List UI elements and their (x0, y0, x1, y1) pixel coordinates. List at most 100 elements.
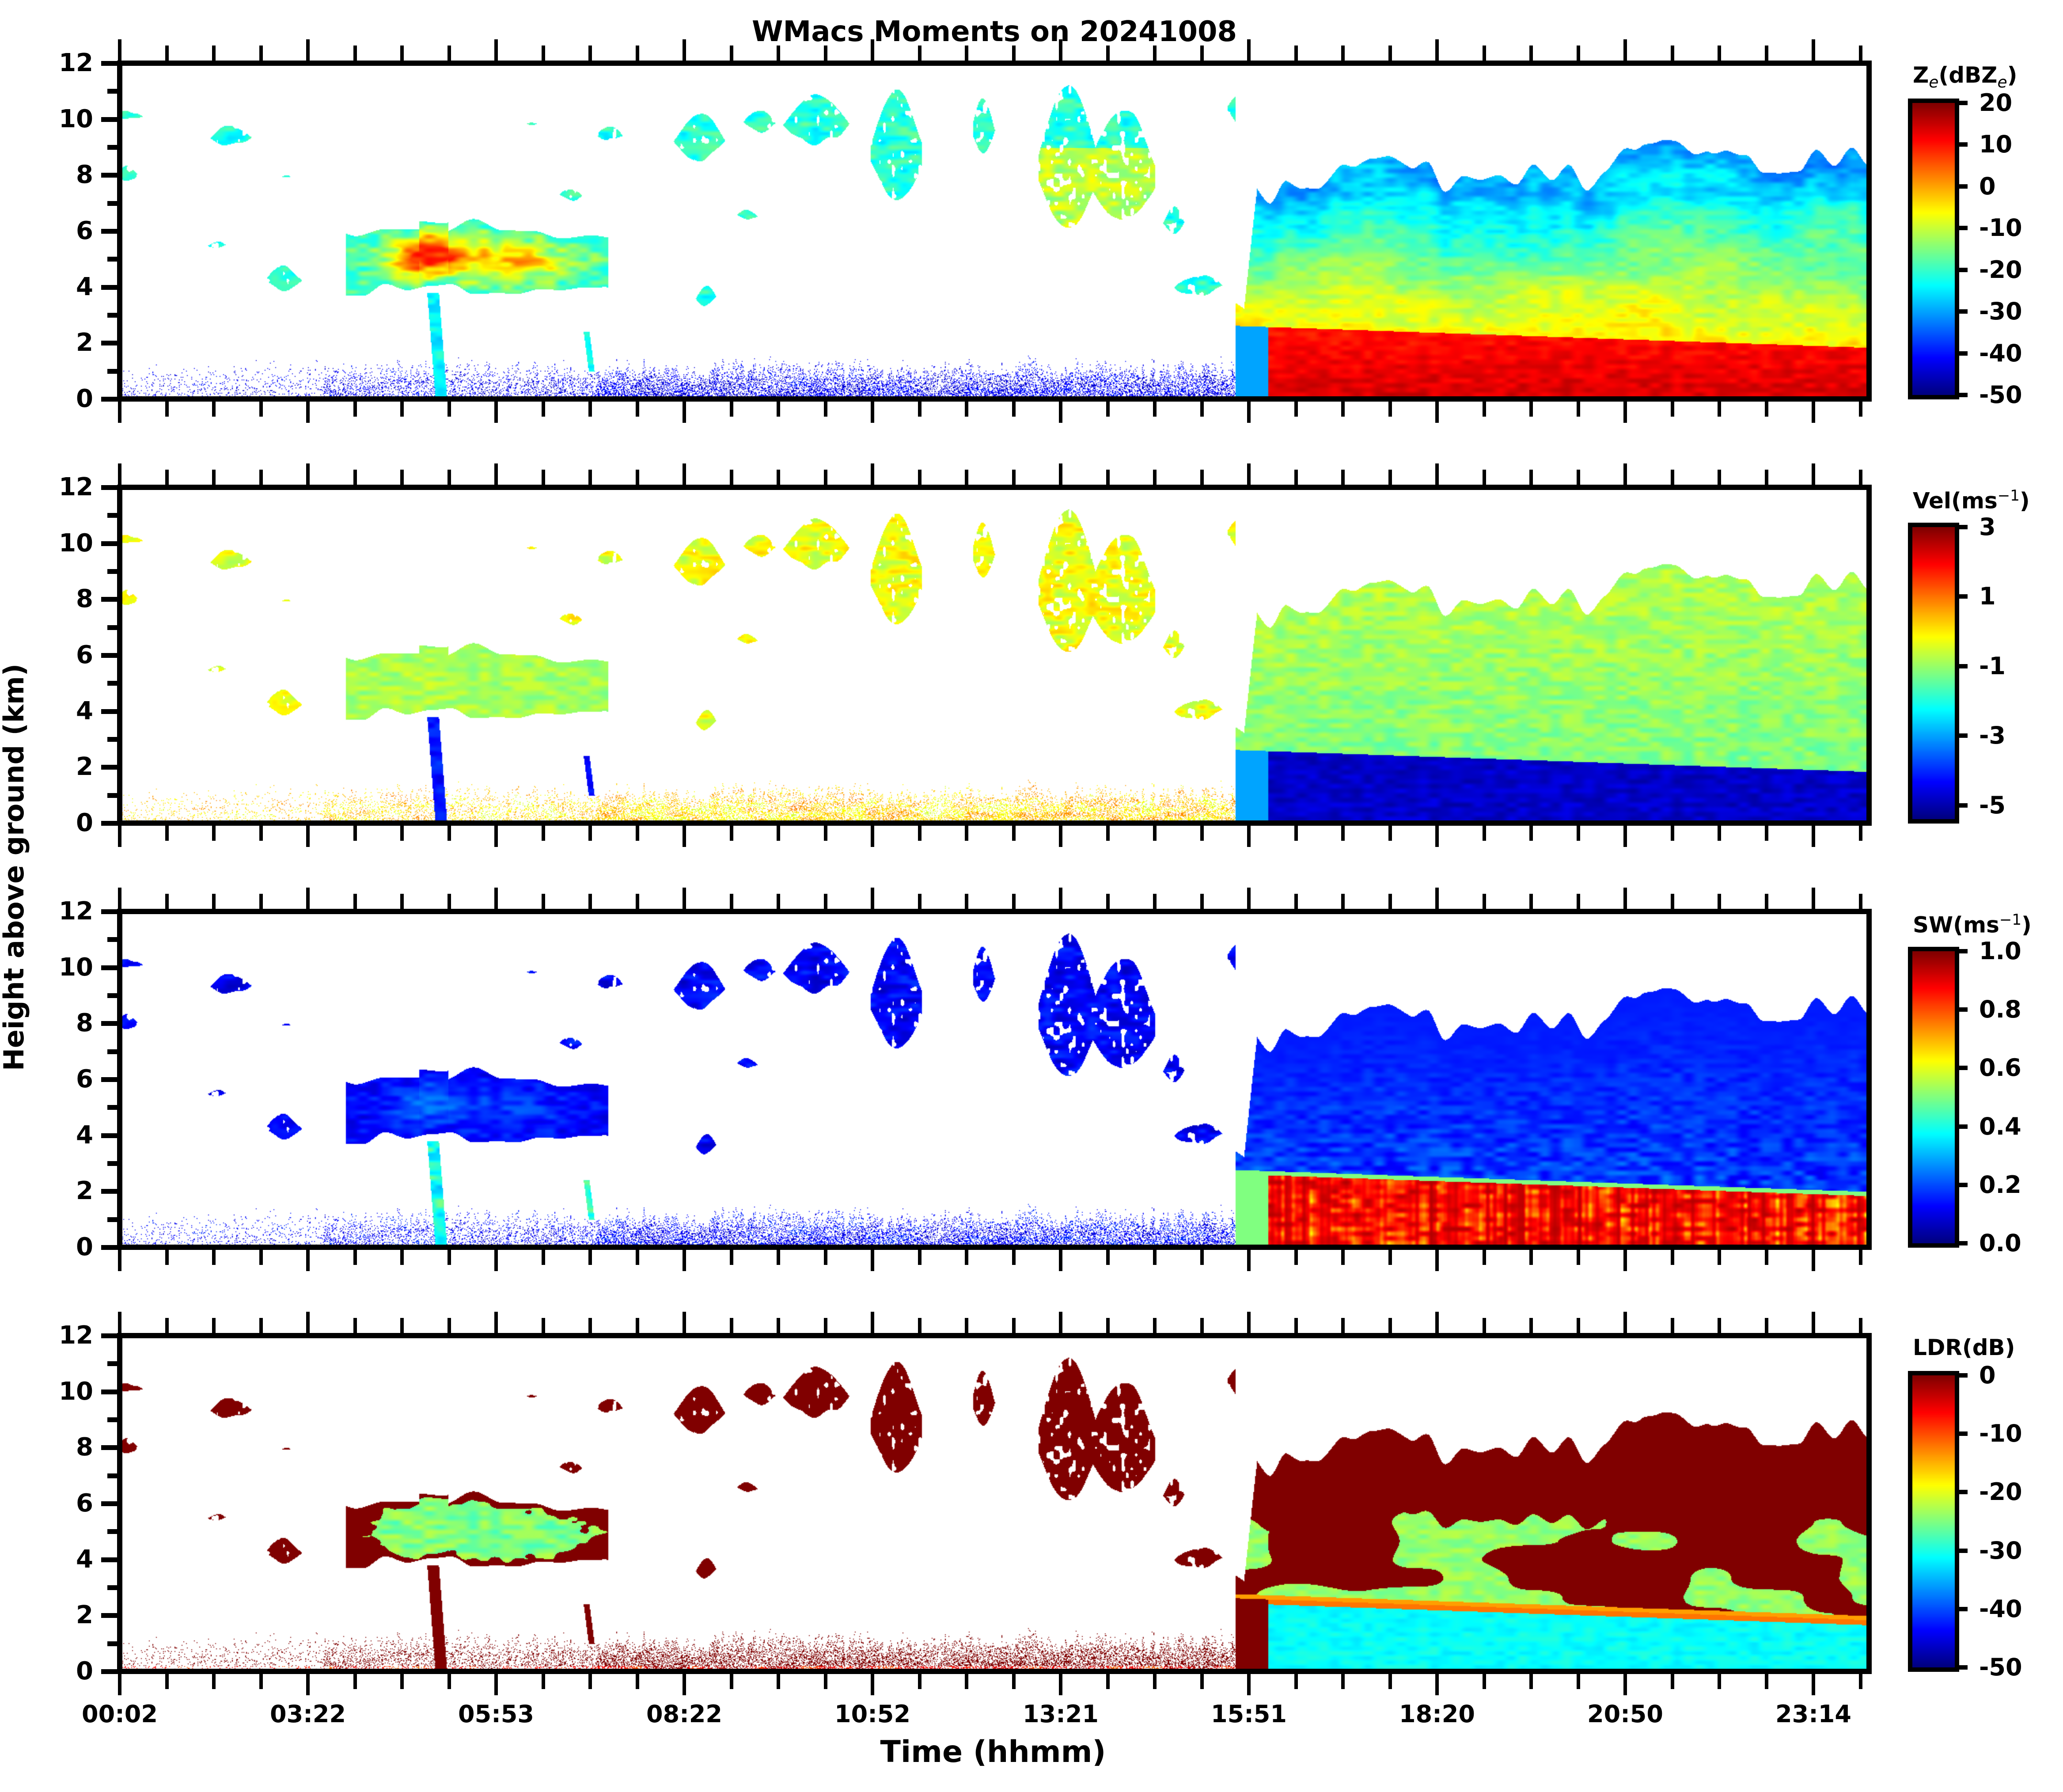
x-minor-tick (1106, 1673, 1110, 1689)
y-tick-label: 6 (76, 1065, 93, 1093)
x-minor-tick (1294, 401, 1298, 417)
y-minor-tick (107, 1529, 120, 1534)
colorbar-tick-label: 0 (1979, 172, 1996, 200)
x-major-tick (871, 888, 874, 910)
x-minor-tick (1388, 1249, 1392, 1265)
x-major-tick (1812, 888, 1815, 910)
panel-sw (117, 909, 1872, 1250)
colorbar-tick-label: 0.4 (1979, 1112, 2021, 1140)
x-minor-tick (1482, 1318, 1486, 1334)
x-minor-tick (1482, 46, 1486, 61)
y-major-tick (101, 909, 120, 914)
x-minor-tick (1858, 46, 1862, 61)
colorbar-tick-label: -30 (1979, 1536, 2022, 1564)
x-minor-tick (1388, 46, 1392, 61)
x-major-tick (1812, 39, 1815, 61)
x-minor-tick (447, 894, 451, 910)
colorbar-ldr (1908, 1371, 1959, 1672)
x-minor-tick (447, 1318, 451, 1334)
x-minor-tick (259, 1673, 263, 1689)
x-minor-tick (1153, 401, 1157, 417)
colorbar-tick (1957, 1007, 1968, 1012)
colorbar-tick (1957, 525, 1968, 529)
colorbar-title-part: ) (2019, 488, 2030, 514)
x-minor-tick (1576, 1249, 1580, 1265)
x-major-tick (118, 39, 121, 61)
x-minor-tick (1670, 1249, 1674, 1265)
x-major-tick (118, 401, 121, 423)
x-minor-tick (1764, 1673, 1768, 1689)
y-major-tick (101, 61, 120, 66)
x-minor-tick (1764, 1318, 1768, 1334)
x-minor-tick (400, 46, 404, 61)
x-minor-tick (1106, 1318, 1110, 1334)
y-minor-tick (107, 1105, 120, 1110)
x-minor-tick (541, 894, 545, 910)
x-major-tick (871, 825, 874, 847)
x-minor-tick (729, 470, 733, 486)
x-minor-tick (1764, 46, 1768, 61)
y-major-tick (101, 709, 120, 714)
heatmap-ze (120, 63, 1869, 399)
x-major-tick (494, 1249, 498, 1271)
x-major-tick (1623, 1312, 1627, 1334)
y-minor-tick (107, 257, 120, 262)
colorbar-title-part: e (1997, 73, 2007, 91)
y-tick-label: 6 (76, 1489, 93, 1518)
x-minor-tick (212, 470, 216, 486)
x-minor-tick (212, 825, 216, 841)
x-major-tick (118, 1312, 121, 1334)
x-minor-tick (212, 1318, 216, 1334)
x-minor-tick (823, 46, 827, 61)
panel-vel (117, 485, 1872, 826)
y-minor-tick (107, 1641, 120, 1646)
x-major-tick (1435, 1249, 1439, 1271)
x-minor-tick (588, 1249, 592, 1265)
x-minor-tick (447, 1249, 451, 1265)
x-minor-tick (965, 46, 968, 61)
x-minor-tick (918, 1318, 922, 1334)
x-major-tick (118, 825, 121, 847)
heatmap-ldr (120, 1336, 1869, 1671)
y-tick-label: 0 (76, 809, 93, 837)
x-minor-tick (1670, 401, 1674, 417)
x-minor-tick (1388, 894, 1392, 910)
x-minor-tick (918, 46, 922, 61)
x-minor-tick (1482, 1673, 1486, 1689)
x-major-tick (1623, 1673, 1627, 1695)
y-tick-label: 4 (76, 696, 93, 725)
colorbar-sw (1908, 947, 1959, 1248)
x-minor-tick (777, 470, 780, 486)
colorbar-tick-label: 20 (1979, 89, 2013, 117)
x-minor-tick (1529, 470, 1533, 486)
y-tick-label: 4 (76, 1545, 93, 1574)
x-minor-tick (635, 46, 639, 61)
y-minor-tick (107, 313, 120, 318)
x-minor-tick (1012, 1318, 1016, 1334)
x-minor-tick (729, 1249, 733, 1265)
x-minor-tick (1529, 1673, 1533, 1689)
x-minor-tick (588, 46, 592, 61)
x-minor-tick (777, 1673, 780, 1689)
colorbar-title-part: LDR(dB) (1913, 1335, 2015, 1360)
x-minor-tick (400, 470, 404, 486)
x-minor-tick (1482, 401, 1486, 417)
x-minor-tick (1529, 1249, 1533, 1265)
x-minor-tick (1718, 401, 1721, 417)
y-tick-label: 12 (59, 473, 93, 501)
y-tick-label: 2 (76, 752, 93, 782)
x-major-tick (683, 888, 686, 910)
x-major-tick (1623, 888, 1627, 910)
colorbar-tick (1957, 594, 1968, 599)
y-minor-tick (107, 89, 120, 94)
x-minor-tick (400, 1249, 404, 1265)
colorbar-tick-label: -20 (1979, 1478, 2022, 1506)
x-minor-tick (588, 470, 592, 486)
x-minor-tick (1012, 46, 1016, 61)
x-minor-tick (1858, 1318, 1862, 1334)
x-minor-tick (1529, 1318, 1533, 1334)
x-minor-tick (1012, 470, 1016, 486)
x-minor-tick (1858, 1673, 1862, 1689)
colorbar-title-part: Z (1913, 62, 1929, 88)
y-major-tick (101, 1389, 120, 1394)
